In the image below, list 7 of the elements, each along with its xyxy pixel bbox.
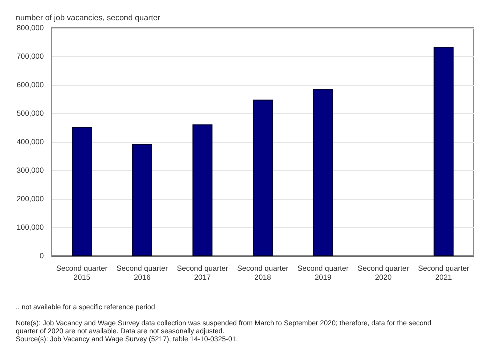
bar (434, 47, 454, 256)
bar (132, 144, 152, 256)
bar (192, 124, 213, 256)
y-axis-title: number of job vacancies, second quarter (16, 14, 161, 22)
bar (253, 100, 273, 256)
bar (72, 127, 92, 256)
bar (313, 90, 334, 256)
